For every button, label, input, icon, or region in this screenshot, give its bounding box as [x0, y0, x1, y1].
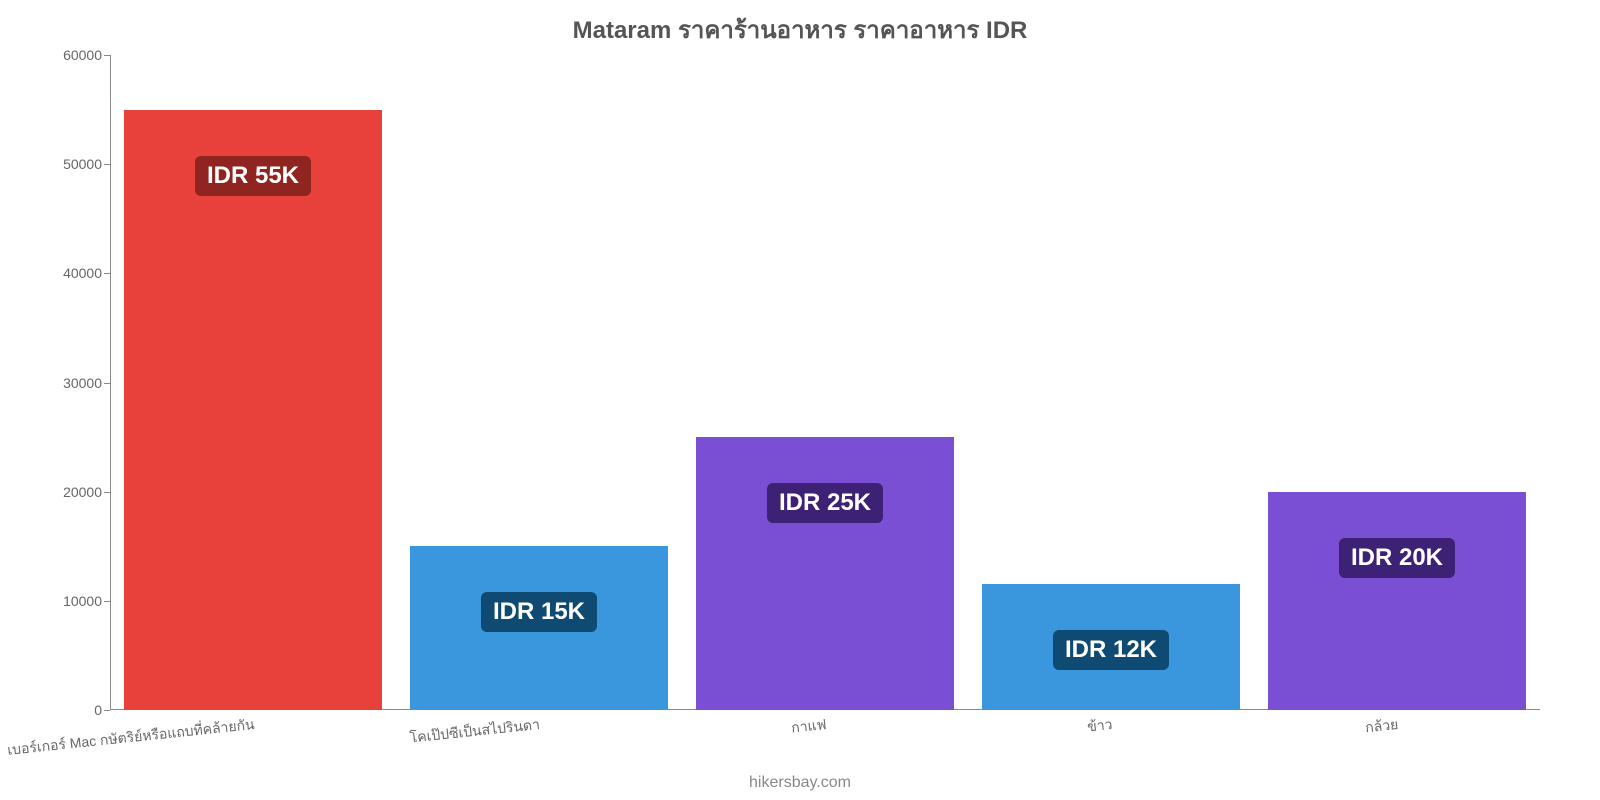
- chart-title: Mataram ราคาร้านอาหาร ราคาอาหาร IDR: [0, 10, 1600, 49]
- price-chart: Mataram ราคาร้านอาหาร ราคาอาหาร IDR 0100…: [0, 0, 1600, 800]
- bars-container: IDR 55Kเบอร์เกอร์ Mac กษัตริย์หรือแถบที่…: [110, 55, 1540, 710]
- y-tick-label: 60000: [63, 47, 102, 63]
- x-tick-label: โคเป๊ปซีเป็นสไปรินดา: [409, 714, 541, 750]
- plot-area: 0100002000030000400005000060000 IDR 55Kเ…: [110, 55, 1540, 710]
- bar: [124, 110, 381, 710]
- x-tick-label: ข้าว: [1086, 714, 1113, 739]
- bar-value-badge: IDR 20K: [1339, 538, 1455, 578]
- bar: [696, 437, 953, 710]
- y-tick-label: 40000: [63, 265, 102, 281]
- bar-value-badge: IDR 12K: [1053, 630, 1169, 670]
- bar: [1268, 492, 1525, 710]
- x-tick-label: กล้วย: [1364, 714, 1399, 739]
- x-tick-label: เบอร์เกอร์ Mac กษัตริย์หรือแถบที่คล้ายกั…: [6, 714, 255, 762]
- bar-value-badge: IDR 25K: [767, 483, 883, 523]
- x-tick-label: กาแฟ: [790, 714, 827, 740]
- attribution-text: hikersbay.com: [0, 774, 1600, 792]
- y-tick-label: 10000: [63, 593, 102, 609]
- bar-value-badge: IDR 15K: [481, 592, 597, 632]
- bar-value-badge: IDR 55K: [195, 156, 311, 196]
- y-tick-label: 20000: [63, 484, 102, 500]
- y-tick-label: 0: [94, 702, 102, 718]
- y-tick-label: 30000: [63, 375, 102, 391]
- y-tick-label: 50000: [63, 156, 102, 172]
- y-tick-mark: [104, 710, 110, 711]
